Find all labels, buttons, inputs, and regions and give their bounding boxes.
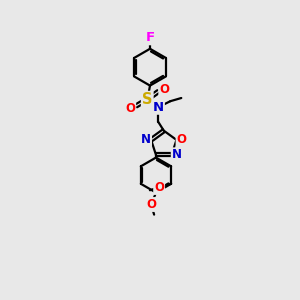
Text: F: F <box>146 31 154 44</box>
Text: N: N <box>153 101 164 114</box>
Text: O: O <box>146 198 156 211</box>
Text: S: S <box>142 92 152 107</box>
Text: O: O <box>159 83 169 96</box>
Text: O: O <box>125 102 135 115</box>
Text: O: O <box>154 181 164 194</box>
Text: O: O <box>177 134 187 146</box>
Text: N: N <box>141 134 151 146</box>
Text: N: N <box>172 148 182 161</box>
